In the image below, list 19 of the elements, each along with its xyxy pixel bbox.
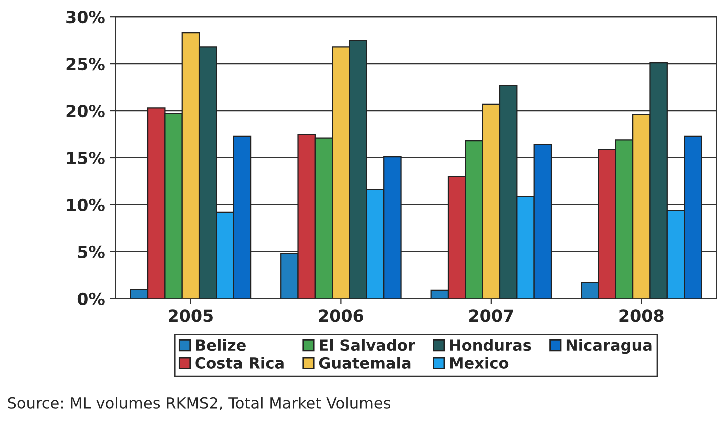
y-tick-label: 30% <box>66 11 105 24</box>
y-tick-label: 20% <box>66 104 105 118</box>
x-tick-label: 2006 <box>319 310 364 322</box>
y-tick-label: 25% <box>66 58 105 71</box>
legend-label: Nicaragua <box>566 339 652 354</box>
x-tick-label: 2008 <box>620 310 664 322</box>
x-tick-label: 2005 <box>169 310 213 322</box>
y-tick-label: 5% <box>78 246 105 258</box>
legend-label: Costa Rica <box>196 357 284 369</box>
x-tick-label: 2007 <box>470 310 514 322</box>
y-tick-label: 10% <box>67 198 105 212</box>
legend-label: El Salvador <box>320 339 416 352</box>
source-note: Source: ML volumes RKMS2, Total Market Volumes <box>8 397 391 410</box>
y-tick-label: 15% <box>67 152 105 165</box>
legend-label: Honduras <box>450 339 532 352</box>
y-tick-label: 0% <box>78 292 105 306</box>
legend-label: Belize <box>196 339 246 352</box>
legend-label: Mexico <box>450 357 509 369</box>
legend-label: Guatemala <box>319 357 411 369</box>
